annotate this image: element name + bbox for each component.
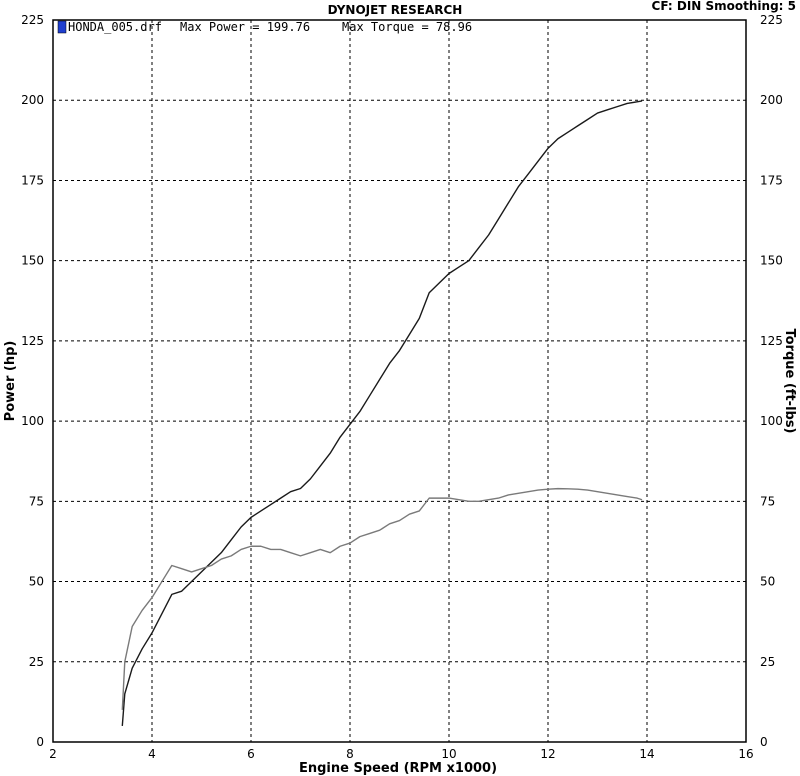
plot-frame bbox=[52, 19, 747, 743]
y-tick-label: 125 bbox=[21, 334, 44, 348]
y2-axis-title: Torque (ft-lbs) bbox=[782, 328, 797, 433]
x-tick-label: 14 bbox=[639, 747, 654, 761]
y-tick-label: 100 bbox=[21, 414, 44, 428]
y-tick-label: 50 bbox=[29, 575, 44, 589]
settings-text: CF: DIN Smoothing: 5 bbox=[652, 0, 796, 13]
x-axis-title: Engine Speed (RPM x1000) bbox=[299, 761, 497, 776]
y-tick-label: 0 bbox=[36, 735, 44, 749]
legend-swatch bbox=[57, 20, 67, 34]
y-tick-label: 200 bbox=[21, 93, 44, 107]
x-tick-label: 4 bbox=[148, 747, 156, 761]
legend-file: HONDA_005.drf bbox=[68, 20, 162, 34]
y2-tick-label: 25 bbox=[760, 655, 775, 669]
y-tick-labels: 0 25 50 75 100 125 150 175 200 225 bbox=[21, 13, 44, 749]
y2-tick-label: 75 bbox=[760, 494, 775, 508]
y2-tick-label: 50 bbox=[760, 575, 775, 589]
y2-tick-labels: 0 25 50 75 100 125 150 175 200 225 bbox=[760, 13, 783, 749]
y2-tick-label: 175 bbox=[760, 173, 783, 187]
x-tick-label: 6 bbox=[247, 747, 255, 761]
y-tick-label: 25 bbox=[29, 655, 44, 669]
y-tick-label: 150 bbox=[21, 254, 44, 268]
y-axis-title: Power (hp) bbox=[3, 341, 18, 422]
y2-tick-label: 225 bbox=[760, 13, 783, 27]
legend-max-power: Max Power = 199.76 bbox=[180, 20, 310, 34]
series-layer bbox=[121, 100, 643, 727]
y-tick-label: 225 bbox=[21, 13, 44, 27]
y2-tick-label: 200 bbox=[760, 93, 783, 107]
chart-title: DYNOJET RESEARCH bbox=[328, 3, 463, 17]
y-tick-label: 75 bbox=[29, 494, 44, 508]
y2-tick-label: 150 bbox=[760, 254, 783, 268]
x-tick-label: 10 bbox=[441, 747, 456, 761]
torque-series-line bbox=[121, 487, 643, 710]
y2-tick-label: 125 bbox=[760, 334, 783, 348]
grid bbox=[53, 20, 746, 742]
x-tick-labels: 2 4 6 8 10 12 14 16 bbox=[49, 747, 753, 761]
legend-max-torque: Max Torque = 78.96 bbox=[342, 20, 472, 34]
power-series-line bbox=[121, 100, 643, 727]
x-tick-label: 12 bbox=[540, 747, 555, 761]
x-tick-label: 2 bbox=[49, 747, 57, 761]
x-tick-label: 8 bbox=[346, 747, 354, 761]
y2-tick-label: 100 bbox=[760, 414, 783, 428]
y-tick-label: 175 bbox=[21, 173, 44, 187]
x-tick-label: 16 bbox=[738, 747, 753, 761]
y2-tick-label: 0 bbox=[760, 735, 768, 749]
